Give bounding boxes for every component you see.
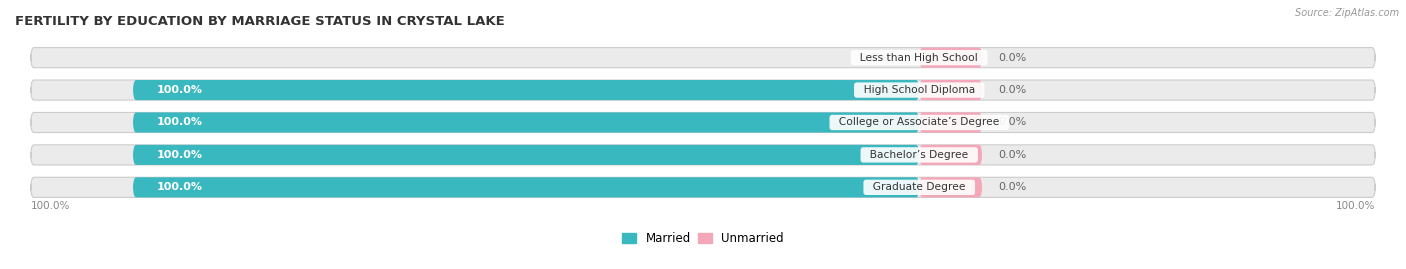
Text: Source: ZipAtlas.com: Source: ZipAtlas.com	[1295, 8, 1399, 18]
FancyBboxPatch shape	[31, 177, 1375, 197]
FancyBboxPatch shape	[134, 80, 920, 100]
Text: 0.0%: 0.0%	[998, 182, 1026, 192]
Text: 100.0%: 100.0%	[156, 85, 202, 95]
Text: 0.0%: 0.0%	[998, 150, 1026, 160]
Text: 100.0%: 100.0%	[156, 118, 202, 128]
Text: 100.0%: 100.0%	[156, 182, 202, 192]
Legend: Married, Unmarried: Married, Unmarried	[621, 232, 785, 245]
Text: FERTILITY BY EDUCATION BY MARRIAGE STATUS IN CRYSTAL LAKE: FERTILITY BY EDUCATION BY MARRIAGE STATU…	[15, 15, 505, 28]
Text: 0.0%: 0.0%	[859, 53, 887, 63]
FancyBboxPatch shape	[920, 177, 983, 197]
Text: Bachelor’s Degree: Bachelor’s Degree	[863, 150, 976, 160]
Text: College or Associate’s Degree: College or Associate’s Degree	[832, 118, 1007, 128]
FancyBboxPatch shape	[920, 80, 983, 100]
FancyBboxPatch shape	[31, 48, 1375, 68]
Text: 100.0%: 100.0%	[156, 150, 202, 160]
FancyBboxPatch shape	[920, 48, 983, 68]
Text: Less than High School: Less than High School	[853, 53, 986, 63]
FancyBboxPatch shape	[134, 145, 920, 165]
Text: Graduate Degree: Graduate Degree	[866, 182, 973, 192]
FancyBboxPatch shape	[31, 145, 1375, 165]
Text: High School Diploma: High School Diploma	[856, 85, 981, 95]
FancyBboxPatch shape	[920, 145, 983, 165]
Text: 0.0%: 0.0%	[998, 85, 1026, 95]
FancyBboxPatch shape	[134, 177, 920, 197]
FancyBboxPatch shape	[31, 80, 1375, 100]
FancyBboxPatch shape	[920, 112, 983, 133]
Text: 100.0%: 100.0%	[31, 201, 70, 211]
FancyBboxPatch shape	[31, 112, 1375, 133]
Text: 0.0%: 0.0%	[998, 53, 1026, 63]
Text: 100.0%: 100.0%	[1336, 201, 1375, 211]
FancyBboxPatch shape	[134, 112, 920, 133]
Text: 0.0%: 0.0%	[998, 118, 1026, 128]
